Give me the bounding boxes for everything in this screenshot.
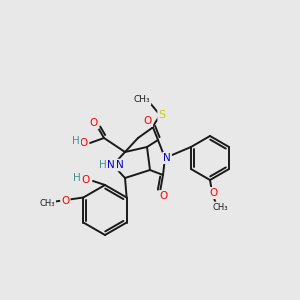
Text: H: H <box>99 160 107 170</box>
Text: O: O <box>160 191 168 201</box>
Text: O: O <box>144 116 152 126</box>
Text: N: N <box>107 160 115 170</box>
Text: H–N: H–N <box>103 160 123 170</box>
Text: O: O <box>90 118 98 128</box>
Text: H: H <box>73 173 81 183</box>
Text: O: O <box>61 196 70 206</box>
Text: CH₃: CH₃ <box>40 199 55 208</box>
Text: H: H <box>72 136 80 146</box>
Text: CH₃: CH₃ <box>212 202 228 211</box>
Text: O: O <box>82 175 90 185</box>
Text: N: N <box>163 153 171 163</box>
Text: CH₃: CH₃ <box>134 95 150 104</box>
Text: O: O <box>80 138 88 148</box>
Text: N: N <box>107 160 115 170</box>
Text: O: O <box>210 188 218 198</box>
Text: S: S <box>158 110 166 120</box>
